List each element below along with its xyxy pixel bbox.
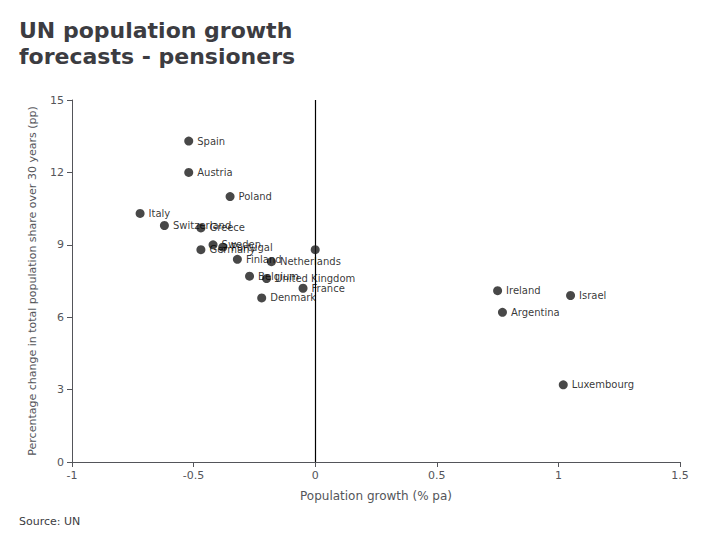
svg-text:Netherlands: Netherlands [280, 256, 341, 267]
svg-text:Israel: Israel [579, 290, 606, 301]
svg-text:Argentina: Argentina [511, 307, 560, 318]
svg-text:Source: UN: Source: UN [19, 515, 80, 528]
svg-text:forecasts - pensioners: forecasts - pensioners [19, 44, 295, 69]
svg-text:0: 0 [312, 469, 319, 482]
svg-text:Spain: Spain [197, 136, 225, 147]
svg-text:Austria: Austria [197, 167, 232, 178]
svg-text:Ireland: Ireland [506, 285, 541, 296]
svg-text:Switzerland: Switzerland [172, 220, 232, 231]
svg-text:15: 15 [50, 94, 64, 107]
svg-text:United Kingdom: United Kingdom [275, 273, 356, 285]
svg-text:-0.5: -0.5 [183, 469, 204, 482]
svg-text:9: 9 [57, 238, 64, 251]
svg-text:Luxembourg: Luxembourg [572, 379, 634, 390]
svg-text:12: 12 [50, 166, 64, 179]
svg-text:France: France [312, 283, 345, 294]
svg-text:Denmark: Denmark [270, 292, 316, 303]
svg-text:6: 6 [57, 311, 64, 324]
svg-text:-1: -1 [67, 469, 78, 482]
svg-text:Population growth (% pa): Population growth (% pa) [300, 489, 452, 503]
svg-text:UN population growth: UN population growth [19, 18, 292, 43]
svg-text:Portugal: Portugal [231, 242, 272, 253]
svg-text:3: 3 [57, 383, 64, 396]
svg-text:0.5: 0.5 [428, 469, 446, 482]
svg-text:Italy: Italy [149, 208, 171, 219]
svg-text:1.5: 1.5 [671, 469, 689, 482]
svg-text:Greece: Greece [209, 222, 245, 233]
svg-text:Finland: Finland [246, 254, 282, 265]
svg-text:0: 0 [57, 456, 64, 469]
svg-text:1: 1 [555, 469, 562, 482]
svg-text:Poland: Poland [239, 191, 272, 202]
svg-text:Percentage change in total pop: Percentage change in total population sh… [26, 106, 39, 455]
